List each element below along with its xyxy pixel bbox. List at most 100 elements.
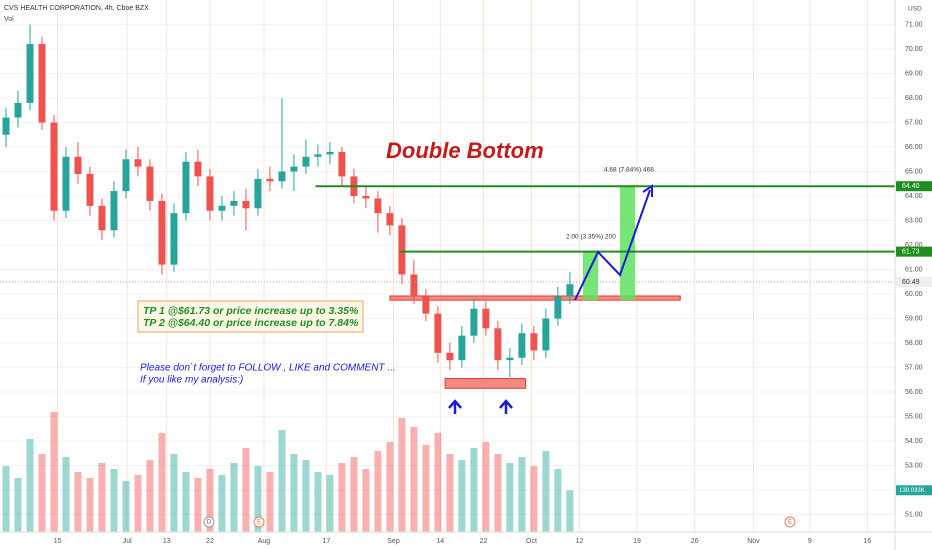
x-tick-label: Aug — [258, 538, 271, 545]
volume-last-label: 139.033K — [899, 488, 925, 494]
y-tick-label: 53.00 — [905, 462, 923, 469]
y-tick-label: 56.00 — [905, 389, 923, 396]
candle-body — [374, 198, 382, 214]
y-tick-label: 51.00 — [905, 511, 923, 518]
candle-body — [98, 205, 106, 231]
volume-bar — [350, 457, 358, 532]
volume-bar — [422, 445, 430, 532]
y-tick-label: 55.00 — [905, 413, 923, 420]
volume-bar — [338, 463, 346, 532]
note-line: Please don`t forget to FOLLOW , LIKE and… — [140, 362, 396, 374]
volume-bar — [446, 454, 454, 532]
candle-body — [194, 161, 202, 177]
volume-bar — [38, 454, 46, 532]
y-tick-label: 63.00 — [905, 217, 923, 224]
y-tick-label: 58.00 — [905, 340, 923, 347]
volume-bar — [374, 451, 382, 532]
event-label: E — [788, 520, 792, 526]
volume-bar — [482, 442, 490, 532]
candle-body — [290, 166, 298, 172]
y-tick-label: 57.00 — [905, 364, 923, 371]
volume-bar — [98, 463, 106, 532]
volume-bar — [542, 451, 550, 532]
x-tick-label: Oct — [526, 538, 537, 545]
candle-body — [446, 352, 454, 361]
candle-body — [122, 159, 130, 192]
volume-bar — [134, 475, 142, 532]
level-tag — [896, 246, 932, 257]
x-tick-label: 22 — [206, 538, 214, 545]
x-tick-label: 13 — [163, 538, 171, 545]
candle-body — [410, 274, 418, 297]
volume-bar — [494, 454, 502, 532]
y-tick-label: 69.00 — [905, 70, 923, 77]
candle-body — [26, 44, 34, 103]
candle-body — [398, 225, 406, 275]
bottom-arrows — [448, 399, 513, 414]
candle-body — [314, 154, 322, 157]
y-tick-label: 66.00 — [905, 144, 923, 151]
candle-body — [14, 102, 22, 118]
candle-body — [362, 196, 370, 199]
volume-bar — [50, 412, 58, 532]
zones — [389, 295, 681, 389]
measure-box — [620, 186, 635, 300]
candle-body — [74, 156, 82, 174]
level-label: 64.40 — [902, 183, 920, 190]
volume-bar — [398, 418, 406, 532]
x-tick-label: 15 — [54, 538, 62, 545]
event-label: D — [207, 520, 212, 526]
arrow-up — [448, 399, 462, 414]
note-line: If you like my analysis:) — [140, 375, 243, 386]
grid — [0, 0, 895, 532]
x-tick-label: Sep — [387, 538, 400, 545]
candle-body — [518, 333, 526, 358]
volume-bar — [206, 469, 214, 532]
candles — [2, 24, 574, 378]
candle-body — [254, 178, 262, 209]
candle-body — [206, 176, 214, 211]
volume-bar — [410, 427, 418, 532]
candle-body — [218, 205, 226, 211]
candle-body — [230, 200, 238, 206]
projection-path — [574, 189, 651, 301]
volume-bar — [566, 490, 574, 532]
currency: USD — [908, 6, 922, 13]
volume-bar — [362, 469, 370, 532]
volume-title: Vol — [4, 16, 14, 23]
volume-bar — [326, 475, 334, 532]
volume-bar — [506, 463, 514, 532]
candle-body — [566, 284, 574, 297]
volume-tag — [896, 485, 932, 496]
measure-box — [583, 252, 598, 300]
candle-body — [266, 178, 274, 182]
volume-bar — [230, 463, 238, 532]
volume-bar — [194, 478, 202, 532]
volume-bar — [518, 457, 526, 532]
event-marker — [203, 516, 215, 528]
target-box — [137, 300, 364, 333]
volume-bar — [122, 481, 130, 532]
zone — [389, 295, 681, 301]
volume-bar — [2, 466, 10, 532]
y-tick-label: 65.00 — [905, 168, 923, 175]
measure-label: 4.68 (7.84%) 468 — [604, 167, 654, 174]
volume-bar — [146, 460, 154, 532]
volume-bar — [74, 472, 82, 532]
candle-body — [422, 296, 430, 314]
y-tick-label: 71.00 — [905, 21, 923, 28]
candle-body — [494, 328, 502, 361]
candle-body — [170, 213, 178, 265]
y-tick-label: 68.00 — [905, 95, 923, 102]
y-tick-label: 61.00 — [905, 266, 923, 273]
last-price-label: 60.49 — [902, 279, 920, 286]
volume-bar — [470, 448, 478, 532]
candle-body — [134, 159, 142, 167]
y-tick-label: 59.00 — [905, 315, 923, 322]
volume-bar — [302, 460, 310, 532]
candle-body — [470, 308, 478, 336]
candle-body — [554, 296, 562, 319]
volume-bar — [62, 457, 70, 532]
